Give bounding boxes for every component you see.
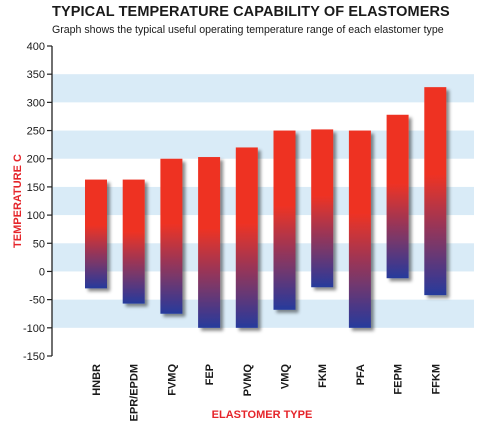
chart-subtitle: Graph shows the typical useful operating… (52, 24, 444, 36)
y-tick-label: 400 (27, 41, 45, 53)
bar-fepm (386, 114, 409, 279)
y-tick-label: 200 (27, 154, 45, 166)
bar-fep (198, 157, 221, 328)
x-tick-label: PVMQ (242, 364, 254, 397)
x-tick-label: FEPM (393, 364, 405, 395)
y-tick-label: 0 (39, 266, 45, 278)
x-tick-label: HNBR (91, 364, 103, 396)
grid-band (52, 130, 474, 159)
y-axis-title: TEMPERATURE C (12, 154, 24, 248)
y-tick-label: -50 (29, 295, 45, 307)
bar-fkm (311, 129, 334, 288)
y-tick-label: 150 (27, 182, 45, 194)
x-tick-label: FVMQ (166, 364, 178, 396)
x-tick-label: FEP (204, 364, 216, 385)
y-tick-label: 300 (27, 97, 45, 109)
y-tick-label: 250 (27, 126, 45, 138)
y-tick-label: -100 (23, 323, 45, 335)
grid-band (52, 243, 474, 272)
x-tick-label: PFA (355, 364, 367, 385)
grid-band (52, 186, 474, 216)
bar-pfa (348, 130, 371, 328)
x-tick-label: EPR/EPDM (129, 364, 141, 421)
y-tick-label: 350 (27, 69, 45, 81)
bar-ffkm (424, 87, 447, 296)
y-tick-label: -150 (23, 351, 45, 363)
grid-band (52, 299, 474, 328)
y-tick-label: 50 (33, 238, 45, 250)
bar-pvmq (235, 147, 258, 328)
x-tick-label: VMQ (280, 364, 292, 390)
y-tick-label: 100 (27, 210, 45, 222)
bar-hnbr (85, 179, 107, 289)
bar-fvmq (160, 158, 183, 314)
x-axis-title: ELASTOMER TYPE (212, 409, 313, 421)
x-tick-label: FKM (317, 364, 329, 388)
grid-band (52, 74, 474, 103)
chart-title: TYPICAL TEMPERATURE CAPABILITY OF ELASTO… (52, 4, 450, 20)
x-tick-label: FFKM (430, 364, 442, 395)
bar-epr-epdm (122, 179, 145, 304)
bar-vmq (273, 130, 296, 310)
